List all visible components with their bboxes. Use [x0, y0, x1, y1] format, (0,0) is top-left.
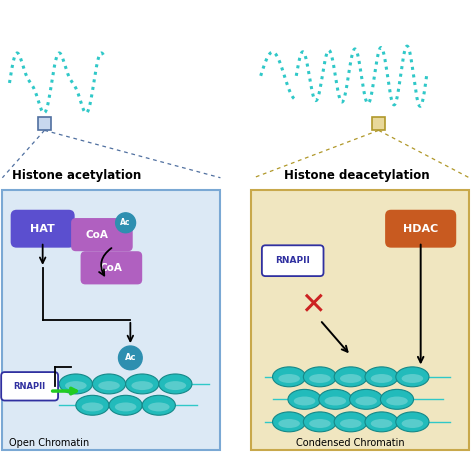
Text: Ac: Ac [125, 354, 136, 362]
Ellipse shape [109, 395, 142, 415]
Ellipse shape [278, 419, 300, 428]
Ellipse shape [65, 381, 87, 390]
Ellipse shape [396, 367, 429, 387]
Ellipse shape [380, 390, 413, 410]
Ellipse shape [334, 412, 367, 432]
Text: ✕: ✕ [300, 291, 326, 320]
Text: HAT: HAT [30, 224, 55, 234]
Ellipse shape [350, 390, 383, 410]
FancyBboxPatch shape [38, 117, 51, 130]
Text: Open Chromatin: Open Chromatin [9, 438, 90, 448]
Ellipse shape [131, 381, 153, 390]
Ellipse shape [92, 374, 126, 394]
Ellipse shape [371, 419, 392, 428]
Ellipse shape [148, 402, 170, 411]
Ellipse shape [273, 412, 306, 432]
Ellipse shape [356, 397, 377, 405]
Ellipse shape [76, 395, 109, 415]
Ellipse shape [59, 374, 92, 394]
Ellipse shape [142, 395, 175, 415]
Ellipse shape [386, 397, 408, 405]
Ellipse shape [159, 374, 192, 394]
FancyBboxPatch shape [372, 117, 385, 130]
Text: CoA: CoA [100, 263, 123, 273]
Circle shape [118, 346, 142, 370]
Ellipse shape [325, 397, 346, 405]
Text: Condensed Chromatin: Condensed Chromatin [296, 438, 405, 448]
Ellipse shape [126, 374, 159, 394]
Text: HDAC: HDAC [403, 224, 438, 234]
FancyBboxPatch shape [262, 246, 323, 276]
Ellipse shape [334, 367, 367, 387]
Ellipse shape [288, 390, 321, 410]
Ellipse shape [340, 419, 362, 428]
Ellipse shape [365, 367, 398, 387]
Ellipse shape [98, 381, 120, 390]
Ellipse shape [319, 390, 352, 410]
FancyBboxPatch shape [251, 190, 469, 450]
FancyBboxPatch shape [71, 218, 133, 251]
Ellipse shape [303, 367, 337, 387]
Ellipse shape [340, 374, 362, 383]
Ellipse shape [164, 381, 186, 390]
Ellipse shape [309, 419, 331, 428]
Ellipse shape [82, 402, 103, 411]
Ellipse shape [365, 412, 398, 432]
Ellipse shape [278, 374, 300, 383]
FancyBboxPatch shape [10, 210, 75, 247]
Text: Ac: Ac [120, 219, 131, 227]
Ellipse shape [115, 402, 137, 411]
FancyBboxPatch shape [385, 210, 456, 247]
FancyBboxPatch shape [81, 251, 142, 284]
Text: RNAPII: RNAPII [14, 382, 46, 391]
Ellipse shape [309, 374, 331, 383]
Text: CoA: CoA [86, 229, 109, 240]
Ellipse shape [303, 412, 337, 432]
Text: RNAPII: RNAPII [275, 256, 310, 265]
Ellipse shape [396, 412, 429, 432]
Text: Histone deacetylation: Histone deacetylation [284, 170, 430, 182]
Ellipse shape [371, 374, 392, 383]
Ellipse shape [401, 374, 423, 383]
Ellipse shape [401, 419, 423, 428]
FancyBboxPatch shape [1, 372, 58, 401]
Text: Histone acetylation: Histone acetylation [12, 170, 141, 182]
Ellipse shape [294, 397, 315, 405]
FancyBboxPatch shape [2, 190, 220, 450]
Circle shape [116, 213, 136, 233]
Ellipse shape [273, 367, 306, 387]
